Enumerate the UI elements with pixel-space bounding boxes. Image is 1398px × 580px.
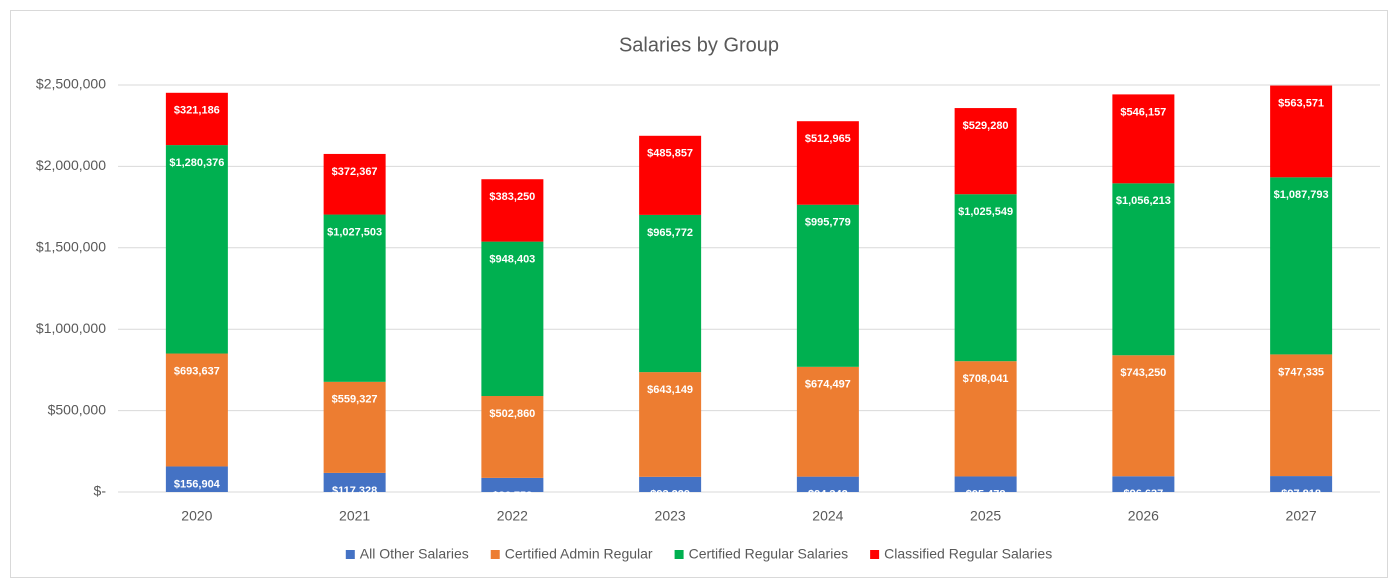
bar-segment (1270, 177, 1333, 355)
bar-segment (954, 194, 1017, 362)
value-label: $674,497 (805, 379, 851, 391)
value-label: $995,779 (805, 217, 851, 229)
value-label: $1,280,376 (169, 157, 224, 169)
bar-segment (323, 214, 386, 382)
value-label: $321,186 (174, 105, 220, 117)
value-label: $559,327 (332, 394, 378, 406)
bar-segment (954, 476, 1017, 492)
value-label: $512,965 (805, 133, 851, 145)
bar-segment (323, 472, 386, 492)
value-label: $156,904 (174, 478, 221, 490)
value-label: $1,027,503 (327, 226, 382, 238)
bar-segment (1112, 355, 1175, 477)
x-tick-label: 2025 (970, 508, 1001, 524)
bar-segment (639, 476, 702, 492)
y-tick-label: $1,000,000 (36, 320, 106, 336)
value-label: $529,280 (963, 120, 1009, 132)
value-label: $502,860 (489, 408, 535, 420)
bar-segment (1112, 94, 1175, 184)
legend-swatch (490, 550, 500, 559)
bar-segment (165, 145, 228, 354)
y-tick-label: $1,500,000 (36, 239, 106, 255)
x-tick-label: 2021 (339, 508, 370, 524)
value-label: $97,818 (1281, 488, 1321, 500)
bar-segment (796, 121, 859, 205)
value-label: $94,342 (808, 489, 848, 501)
bar-segment (954, 361, 1017, 477)
value-label: $563,571 (1278, 97, 1324, 109)
bar-segment (1112, 183, 1175, 356)
legend-swatch (345, 550, 355, 559)
value-label: $1,025,549 (958, 206, 1013, 218)
y-tick-label: $500,000 (48, 401, 107, 417)
x-tick-label: 2026 (1128, 508, 1159, 524)
bar-segment (796, 366, 859, 477)
y-tick-label: $2,000,000 (36, 157, 106, 173)
bar-segment (639, 214, 702, 373)
x-tick-label: 2027 (1286, 508, 1317, 524)
bar-segment (796, 476, 859, 492)
bar-segment (1270, 476, 1333, 492)
y-tick-label: $2,500,000 (36, 76, 106, 92)
x-tick-label: 2022 (497, 508, 528, 524)
y-tick-label: $- (94, 483, 107, 499)
value-label: $948,403 (489, 254, 535, 266)
value-label: $96,637 (1123, 488, 1163, 500)
bar-segment (165, 92, 228, 146)
value-label: $93,229 (650, 489, 690, 501)
legend-swatch (674, 550, 684, 559)
x-tick-label: 2024 (812, 508, 843, 524)
value-label: $383,250 (489, 191, 535, 203)
value-label: $693,637 (174, 365, 220, 377)
bar-segment (323, 153, 386, 215)
bar-segment (639, 372, 702, 477)
legend-label: Classified Regular Salaries (884, 546, 1052, 562)
value-label: $485,857 (647, 148, 693, 160)
bar-segment (481, 477, 544, 492)
x-tick-label: 2020 (181, 508, 212, 524)
bar-segment (954, 108, 1017, 195)
bar-segment (165, 466, 228, 492)
value-label: $1,087,793 (1274, 189, 1329, 201)
legend-label: Certified Admin Regular (505, 546, 653, 562)
value-label: $86,753 (492, 490, 532, 502)
value-label: $546,157 (1120, 106, 1166, 118)
bar-segment (165, 353, 228, 467)
legend-label: Certified Regular Salaries (689, 546, 849, 562)
bar-segment (481, 396, 544, 478)
bar-segment (481, 241, 544, 397)
value-label: $1,056,213 (1116, 195, 1171, 207)
legend-label: All Other Salaries (360, 546, 469, 562)
bar-segment (323, 381, 386, 473)
bar-segment (1270, 85, 1333, 178)
value-label: $965,772 (647, 227, 693, 239)
bar-segment (1270, 354, 1333, 477)
value-label: $708,041 (963, 373, 1009, 385)
bar-segment (1112, 476, 1175, 492)
value-label: $117,328 (332, 485, 377, 497)
value-label: $95,478 (966, 488, 1006, 500)
bar-segment (639, 135, 702, 215)
value-label: $372,367 (332, 166, 378, 178)
bar-segment (796, 204, 859, 367)
bar-segment (481, 179, 544, 242)
legend-swatch (870, 550, 880, 559)
value-label: $643,149 (647, 384, 693, 396)
value-label: $743,250 (1120, 367, 1166, 379)
chart-title: Salaries by Group (619, 34, 779, 56)
value-label: $747,335 (1278, 366, 1324, 378)
x-tick-label: 2023 (655, 508, 686, 524)
